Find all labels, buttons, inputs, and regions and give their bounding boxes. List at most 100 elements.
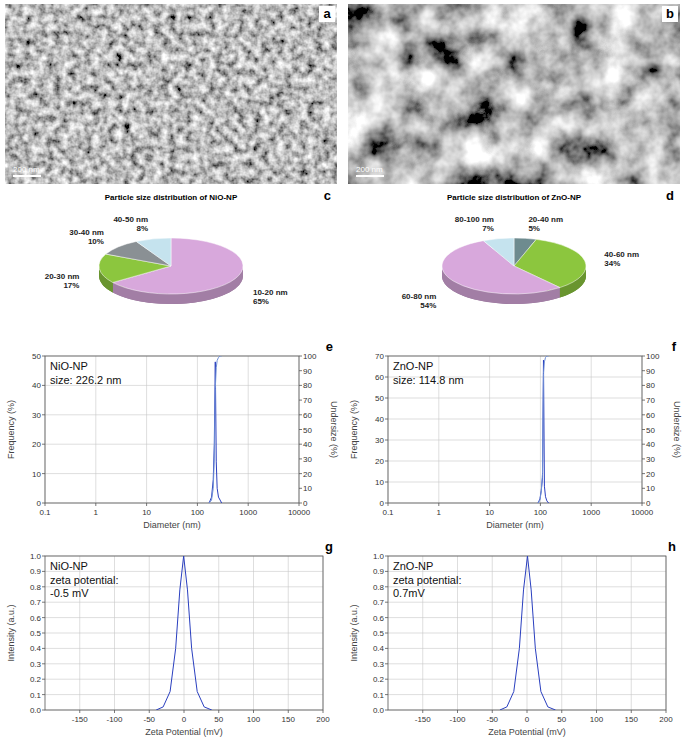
tick — [666, 710, 667, 713]
grid-line — [45, 602, 323, 603]
grid-line — [388, 419, 642, 420]
tick — [42, 503, 45, 504]
plot-frame — [45, 556, 323, 710]
x-axis-title: Diameter (nm) — [143, 520, 201, 530]
tick — [299, 488, 302, 489]
line-panel: -150-100-500501001502000.00.10.20.30.40.… — [349, 539, 676, 737]
tick-label: 0.5 — [373, 629, 385, 638]
tick-label: 0.4 — [373, 644, 385, 653]
slice-label: 20-30 nm — [45, 272, 80, 281]
tick-label: 100 — [191, 508, 205, 517]
grid-line — [45, 694, 323, 695]
x-axis-title: Diameter (nm) — [486, 520, 544, 530]
grid-line — [388, 617, 666, 618]
tick — [42, 648, 45, 649]
tick-label: 30 — [646, 455, 655, 464]
grid-line — [388, 482, 642, 483]
tick-label: -100 — [449, 715, 466, 724]
plot-bg — [388, 556, 666, 710]
grid-line — [388, 586, 666, 587]
annotation-line: -0.5 mV — [50, 587, 89, 599]
grid-line — [388, 461, 642, 462]
annotation: size: 114.8 nm — [393, 374, 464, 386]
tick — [642, 444, 645, 445]
tick — [42, 473, 45, 474]
annotation: zeta potential:-0.5 mV — [50, 574, 119, 599]
panel-label: h — [668, 539, 676, 554]
tick — [642, 503, 643, 506]
tick — [42, 356, 45, 357]
x-axis-title: Zeta Potential (mV) — [488, 727, 566, 737]
tick-label: 1 — [94, 508, 99, 517]
grid-line — [388, 633, 666, 634]
tick-label: -150 — [72, 715, 89, 724]
label-patch — [319, 6, 335, 22]
annotation-line: zeta potential: — [50, 574, 119, 586]
tick-label: 1000 — [239, 508, 257, 517]
grid-line — [388, 440, 642, 441]
tick-label: 0.2 — [30, 675, 42, 684]
tick-label: 50 — [32, 352, 41, 361]
tick — [385, 679, 388, 680]
grid-line — [388, 679, 666, 680]
tick — [385, 356, 388, 357]
tick — [42, 571, 45, 572]
tick-label: 10 — [646, 484, 655, 493]
tick-label: 50 — [557, 715, 566, 724]
tick-label: 10000 — [631, 508, 654, 517]
tick — [299, 503, 302, 504]
grid-line — [591, 356, 592, 503]
line-panel: -150-100-500501001502000.00.10.20.30.40.… — [6, 539, 333, 737]
tick — [642, 429, 645, 430]
grid-line — [540, 356, 541, 503]
tick — [492, 710, 493, 713]
tick — [42, 694, 45, 695]
grid-line — [248, 356, 249, 503]
tick — [591, 503, 592, 506]
tick — [385, 648, 388, 649]
series-line — [538, 356, 549, 503]
tick — [385, 503, 388, 504]
grid-line — [45, 633, 323, 634]
tick — [299, 503, 300, 506]
y2-axis-title: Undersize (%) — [672, 401, 682, 458]
tick — [457, 710, 458, 713]
tick-label: -100 — [106, 715, 123, 724]
tick — [385, 694, 388, 695]
tick — [184, 710, 185, 713]
annotation: ZnO-NP — [393, 560, 433, 572]
pie-slice — [483, 238, 514, 266]
tick-label: -50 — [143, 715, 155, 724]
tick — [385, 586, 388, 587]
slice-label: 10-20 nm — [253, 288, 288, 297]
tick-label: 10 — [142, 508, 151, 517]
tick-label: 40 — [375, 415, 384, 424]
panel-label: f — [672, 339, 677, 354]
tick — [42, 663, 45, 664]
tick-label: 0.3 — [373, 660, 385, 669]
grid-line — [388, 398, 642, 399]
tick-label: 0.6 — [373, 614, 385, 623]
annotation: size: 226.2 nm — [50, 374, 122, 386]
tick-label: -150 — [415, 715, 432, 724]
tick-label: 0 — [303, 499, 308, 508]
tick-label: 30 — [303, 455, 312, 464]
panel-label: g — [325, 539, 333, 554]
grid-line — [45, 473, 299, 474]
grid-line — [146, 356, 147, 503]
tick — [388, 503, 389, 506]
tick-label: 100 — [534, 508, 548, 517]
tick — [299, 458, 302, 459]
tick — [385, 602, 388, 603]
tick — [385, 571, 388, 572]
tick — [42, 556, 45, 557]
tick-label: 200 — [316, 715, 330, 724]
tick-label: 0.1 — [382, 508, 394, 517]
tick-label: 100 — [247, 715, 261, 724]
sem-bg — [348, 4, 680, 184]
plot-frame — [45, 356, 299, 503]
tick — [631, 710, 632, 713]
sem-image — [348, 4, 680, 184]
tick — [385, 377, 388, 378]
tick — [642, 414, 645, 415]
